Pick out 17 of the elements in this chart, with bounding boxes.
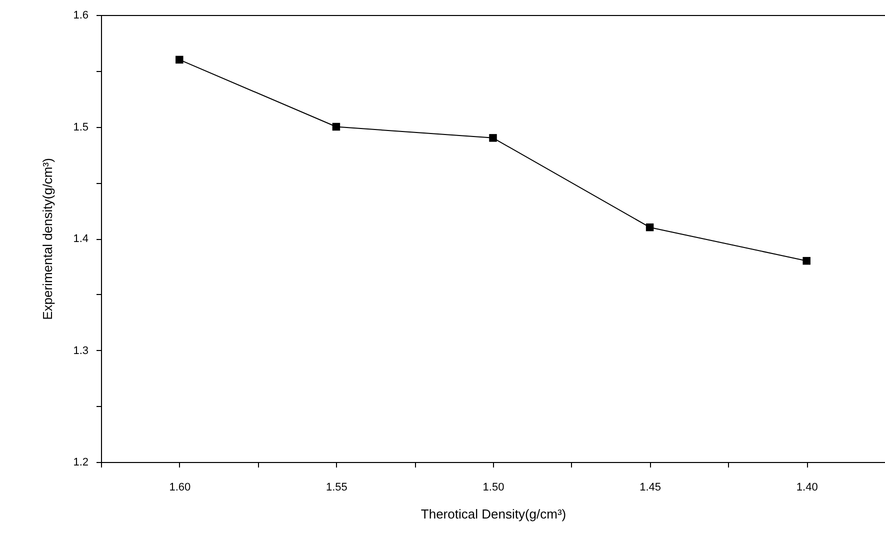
point — [802, 256, 810, 265]
y-tick-label: 1.5 — [73, 121, 88, 134]
x-tick-label: 1.55 — [326, 482, 348, 494]
x-tick-label: 1.45 — [640, 482, 662, 494]
point — [332, 122, 340, 131]
x-tick-label: 1.40 — [796, 482, 818, 494]
y-tick-label: 1.6 — [73, 10, 88, 22]
point — [176, 56, 184, 64]
point — [489, 134, 497, 142]
y-tick-label: 1.4 — [73, 233, 88, 245]
y-tick-label: 1.2 — [73, 456, 88, 468]
x-axis-title: Therotical Density(g/cm³) — [420, 506, 566, 522]
x-tick-label: 1.60 — [169, 482, 191, 494]
y-tick-label: 1.3 — [73, 344, 88, 357]
x-tick-label: 1.50 — [482, 482, 504, 494]
y-axis-title: Experimental density(g/cm³) — [40, 158, 56, 320]
point — [646, 223, 654, 232]
